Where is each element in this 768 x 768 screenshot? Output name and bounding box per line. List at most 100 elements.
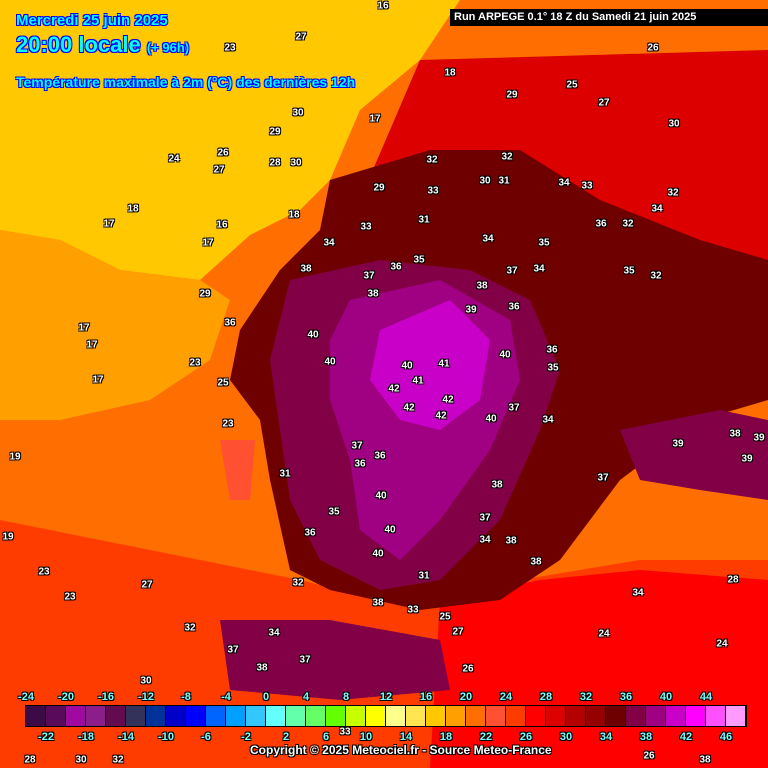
temperature-value: 23 (189, 357, 201, 369)
temperature-value: 23 (222, 418, 234, 430)
temperature-value: 17 (103, 218, 115, 230)
legend-label-bottom: -14 (118, 731, 134, 743)
temperature-value: 16 (216, 219, 228, 231)
temperature-value: 29 (199, 288, 211, 300)
temperature-value: 19 (9, 451, 21, 463)
temperature-value: 34 (482, 233, 494, 245)
temperature-value: 23 (224, 42, 236, 54)
legend-label-top: -12 (138, 691, 154, 703)
legend-label-top: -8 (181, 691, 191, 703)
temperature-value: 17 (78, 322, 90, 334)
legend-swatch (726, 706, 746, 726)
legend-label-bottom: 10 (359, 731, 373, 743)
temperature-value: 32 (622, 218, 634, 230)
temperature-value: 17 (92, 374, 104, 386)
legend-swatch (86, 706, 106, 726)
legend-swatch (586, 706, 606, 726)
run-info: Run ARPEGE 0.1° 18 Z du Samedi 21 juin 2… (450, 9, 768, 26)
temperature-value: 40 (375, 490, 387, 502)
temperature-value: 27 (213, 164, 225, 176)
temperature-value: 33 (360, 221, 372, 233)
temperature-value: 30 (668, 118, 680, 130)
spain-hot-region (220, 620, 450, 700)
legend-swatch (546, 706, 566, 726)
copyright: Copyright © 2025 Meteociel.fr - Source M… (250, 743, 552, 757)
cool-atlantic-region (0, 230, 230, 420)
color-scale-legend (25, 705, 747, 727)
legend-label-bottom: -2 (241, 731, 251, 743)
temperature-value: 26 (217, 147, 229, 159)
temperature-value: 38 (530, 556, 542, 568)
temperature-value: 26 (647, 42, 659, 54)
temperature-value: 39 (672, 438, 684, 450)
legend-label-top: 20 (459, 691, 473, 703)
temperature-value: 18 (127, 203, 139, 215)
italy-hot-region (620, 410, 768, 500)
legend-label-bottom: 2 (282, 731, 290, 743)
legend-label-top: -4 (221, 691, 231, 703)
legend-swatch (386, 706, 406, 726)
legend-swatch (506, 706, 526, 726)
parameter-title: Température maximale à 2m (°C) des derni… (16, 74, 356, 90)
temperature-value: 17 (86, 339, 98, 351)
temperature-value: 25 (566, 79, 578, 91)
warm-area-sea (220, 440, 255, 500)
temperature-value: 42 (403, 402, 415, 414)
legend-label-bottom: 34 (599, 731, 613, 743)
temperature-value: 40 (401, 360, 413, 372)
temperature-value: 27 (598, 97, 610, 109)
temperature-value: 32 (426, 154, 438, 166)
legend-label-bottom: 6 (322, 731, 330, 743)
legend-label-top: 28 (539, 691, 553, 703)
legend-label-bottom: 26 (519, 731, 533, 743)
temperature-value: 38 (699, 754, 711, 766)
temperature-value: 32 (112, 754, 124, 766)
legend-swatch (526, 706, 546, 726)
legend-label-top: 32 (579, 691, 593, 703)
temperature-value: 37 (363, 270, 375, 282)
legend-label-bottom: 46 (719, 731, 733, 743)
legend-swatch (26, 706, 46, 726)
temperature-value: 32 (501, 151, 513, 163)
temperature-value: 30 (75, 754, 87, 766)
legend-swatch (406, 706, 426, 726)
temperature-value: 36 (374, 450, 386, 462)
temperature-value: 35 (623, 265, 635, 277)
temperature-value: 32 (292, 577, 304, 589)
forecast-time: 20:00 locale (+ 96h) (16, 32, 189, 58)
legend-swatch (126, 706, 146, 726)
temperature-value: 38 (476, 280, 488, 292)
temperature-value: 42 (435, 410, 447, 422)
legend-swatch (566, 706, 586, 726)
temperature-value: 36 (508, 301, 520, 313)
temperature-value: 17 (202, 237, 214, 249)
temperature-value: 27 (452, 626, 464, 638)
temperature-value: 39 (753, 432, 765, 444)
temperature-value: 24 (716, 638, 728, 650)
temperature-value: 40 (485, 413, 497, 425)
legend-label-top: 16 (419, 691, 433, 703)
temperature-value: 31 (418, 214, 430, 226)
temperature-value: 33 (339, 726, 351, 738)
temperature-value: 34 (542, 414, 554, 426)
temperature-value: 25 (217, 377, 229, 389)
legend-swatch (626, 706, 646, 726)
legend-swatch (686, 706, 706, 726)
temperature-value: 40 (384, 524, 396, 536)
temperature-value: 42 (388, 383, 400, 395)
temperature-value: 40 (307, 329, 319, 341)
temperature-value: 29 (269, 126, 281, 138)
temperature-value: 31 (279, 468, 291, 480)
temperature-value: 36 (595, 218, 607, 230)
legend-label-top: 36 (619, 691, 633, 703)
legend-swatch (706, 706, 726, 726)
legend-swatch (246, 706, 266, 726)
temperature-value: 36 (390, 261, 402, 273)
legend-label-bottom: 38 (639, 731, 653, 743)
legend-label-bottom: 18 (439, 731, 453, 743)
temperature-value: 17 (369, 113, 381, 125)
temperature-value: 38 (367, 288, 379, 300)
temperature-value: 28 (24, 754, 36, 766)
legend-swatch (146, 706, 166, 726)
